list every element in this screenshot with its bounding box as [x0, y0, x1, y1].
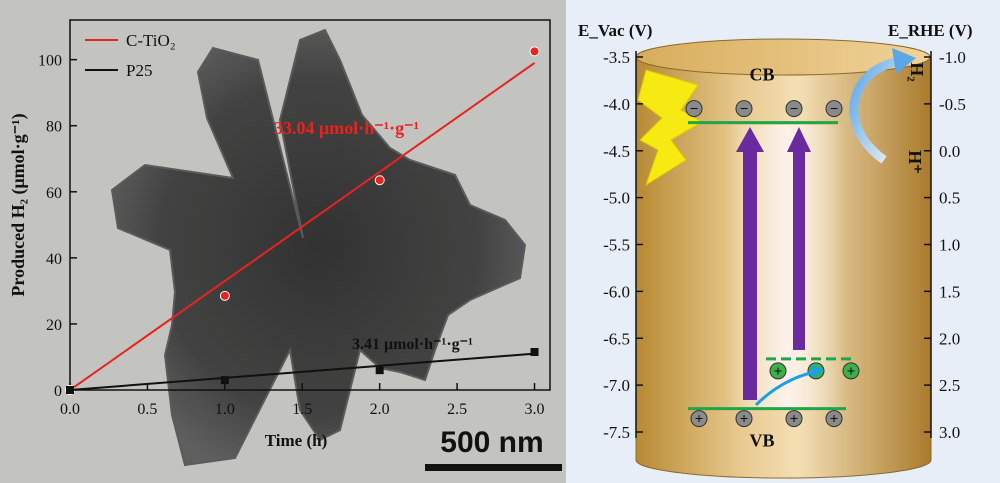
electron [785, 100, 803, 118]
tem-chart-panel: 0.0 0.5 1.0 1.5 2.0 2.5 3.0 0 20 40 60 80 100 C-TiO₂… [0, 0, 566, 483]
trapped-hole [842, 362, 860, 380]
electron [825, 100, 843, 118]
band-axes: -3.5 -1.0 -4.0 -0.5 -4.5 0.0 -5.0 0.5 -5.5 1.0 -6.… [603, 48, 966, 442]
chart-axes: 0.0 0.5 1.0 1.5 2.0 2.5 3.0 0 20 40 60 80 100 [38, 53, 545, 418]
x-tick-label: 0.5 [137, 401, 157, 418]
data-point-p25 [66, 386, 74, 394]
left-tick-label: -7.0 [603, 376, 630, 395]
hole-sign: + [790, 412, 799, 428]
hole [690, 410, 708, 428]
right-tick-label: 1.0 [939, 236, 960, 255]
hydrogen-arrowhead [892, 48, 916, 74]
x-tick-label: 3.0 [525, 401, 545, 418]
plot-frame [69, 19, 551, 391]
right-tick-label: -0.5 [939, 95, 966, 114]
trapped-hole-sign: + [774, 364, 783, 380]
right-tick-label: -1.0 [939, 48, 966, 67]
hydrogen-evolution-arc [849, 57, 899, 164]
electron [735, 100, 753, 118]
left-tick-label: -4.5 [603, 142, 630, 161]
electron-sign: − [690, 102, 699, 118]
fit-line-1 [69, 352, 535, 391]
carriers: −−−−+++++++ [685, 100, 860, 428]
excitation-arrow-long-shaft [743, 150, 757, 400]
left-tick-label: -4.0 [603, 95, 630, 114]
hole-transfer-arrowhead [812, 365, 824, 378]
legend-label-p25: P25 [126, 61, 152, 80]
data-point-p25 [220, 376, 229, 385]
right-tick-label: 3.0 [939, 423, 960, 442]
right-axis-label: E_RHE (V) [888, 21, 973, 40]
vb-label: VB [749, 431, 774, 451]
band-diagram-panel: -3.5 -1.0 -4.0 -0.5 -4.5 0.0 -5.0 0.5 -5.5 1.0 -6.… [566, 0, 1000, 483]
x-tick-label: 1.0 [215, 401, 235, 418]
legend-label-c-tio2: C-TiO₂ [126, 31, 176, 50]
cb-label: CB [749, 65, 774, 85]
right-tick-label: 2.0 [939, 329, 960, 348]
right-tick-label: 0.0 [939, 142, 960, 161]
fit-line-0 [69, 62, 536, 391]
electron [685, 100, 703, 118]
excitation-arrow-short-head [787, 127, 811, 152]
left-tick-label: -7.5 [603, 423, 630, 442]
x-tick-label: 2.0 [370, 401, 390, 418]
data-point-p25 [530, 348, 539, 357]
right-tick-label: 1.5 [939, 282, 960, 301]
y-tick-label: 60 [46, 185, 62, 202]
x-tick-label: 2.5 [447, 401, 467, 418]
light-bolt-icon [637, 69, 704, 187]
y-tick-label: 80 [46, 119, 62, 136]
left-tick-label: -6.5 [603, 329, 630, 348]
excitation-arrow-short-shaft [793, 150, 805, 350]
h2-label: H₂ [907, 62, 927, 81]
x-axis-label: Time (h) [265, 431, 328, 450]
hole [825, 410, 843, 428]
legend: C-TiO₂ P25 [85, 31, 176, 80]
left-tick-label: -6.0 [603, 282, 630, 301]
rate-annotation-p25: 3.41 μmol·h⁻¹·g⁻¹ [352, 336, 473, 353]
hole-sign: + [830, 412, 839, 428]
scale-bar-label: 500 nm [440, 426, 543, 459]
hole-sign: + [695, 412, 704, 428]
left-tick-label: -5.0 [603, 189, 630, 208]
y-tick-label: 0 [54, 383, 62, 400]
electron-sign: − [790, 102, 799, 118]
right-tick-label: 2.5 [939, 376, 960, 395]
data-point-c-tio2 [219, 290, 230, 301]
y-axis-label: Produced H₂ (μmol·g⁻¹) [8, 113, 29, 296]
scale-bar [425, 464, 562, 471]
band-diagram: -3.5 -1.0 -4.0 -0.5 -4.5 0.0 -5.0 0.5 -5.5 1.0 -6.… [578, 21, 973, 479]
hole-sign: + [740, 412, 749, 428]
trapped-hole-sign: + [847, 364, 856, 380]
hole [735, 410, 753, 428]
x-tick-label: 0.0 [60, 401, 80, 418]
trapped-hole [769, 362, 787, 380]
data-point-c-tio2 [529, 46, 540, 57]
right-tick-label: 0.5 [939, 189, 960, 208]
h2-production-chart: 0.0 0.5 1.0 1.5 2.0 2.5 3.0 0 20 40 60 80 100 C-TiO₂… [8, 19, 562, 471]
electron-sign: − [830, 102, 839, 118]
rate-annotation-c-tio2: 33.04 μmol·h⁻¹·g⁻¹ [274, 118, 419, 138]
data-point-c-tio2 [374, 175, 385, 186]
excitation-arrow-long-head [736, 127, 764, 152]
data-point-p25 [375, 366, 384, 375]
tem-flake-image [110, 28, 527, 467]
chart-series [65, 46, 540, 395]
left-axis-label: E_Vac (V) [578, 21, 652, 40]
y-tick-label: 40 [46, 251, 62, 268]
left-tick-label: -3.5 [603, 48, 630, 67]
x-tick-label: 1.5 [292, 401, 312, 418]
hplus-label: H⁺ [905, 150, 925, 174]
y-tick-label: 100 [38, 53, 62, 70]
left-tick-label: -5.5 [603, 236, 630, 255]
excitation-arrows [736, 127, 811, 400]
y-tick-label: 20 [46, 317, 62, 334]
electron-sign: − [740, 102, 749, 118]
hole [785, 410, 803, 428]
hole-transfer-arrow [754, 370, 815, 407]
